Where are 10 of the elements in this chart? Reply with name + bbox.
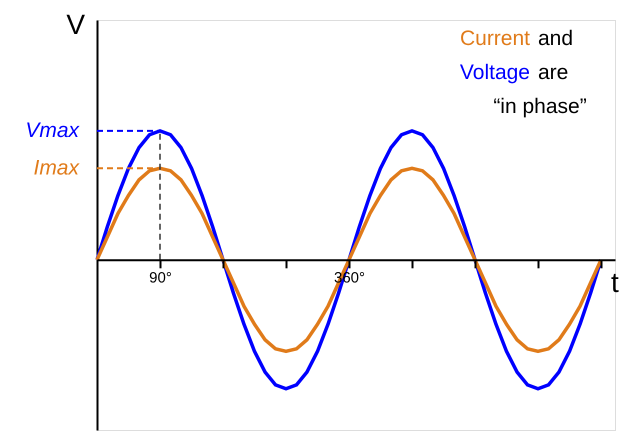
text: are <box>538 61 568 84</box>
x-tick-label: 90° <box>149 269 172 286</box>
text: “in phase” <box>493 95 587 118</box>
x-axis-title: t <box>611 266 619 298</box>
text: Imax <box>33 156 80 180</box>
text: Current <box>460 27 530 50</box>
y-axis-title: V <box>66 9 86 40</box>
text: and <box>538 27 574 50</box>
text: Vmax <box>25 118 80 142</box>
text: Voltage <box>460 61 530 84</box>
